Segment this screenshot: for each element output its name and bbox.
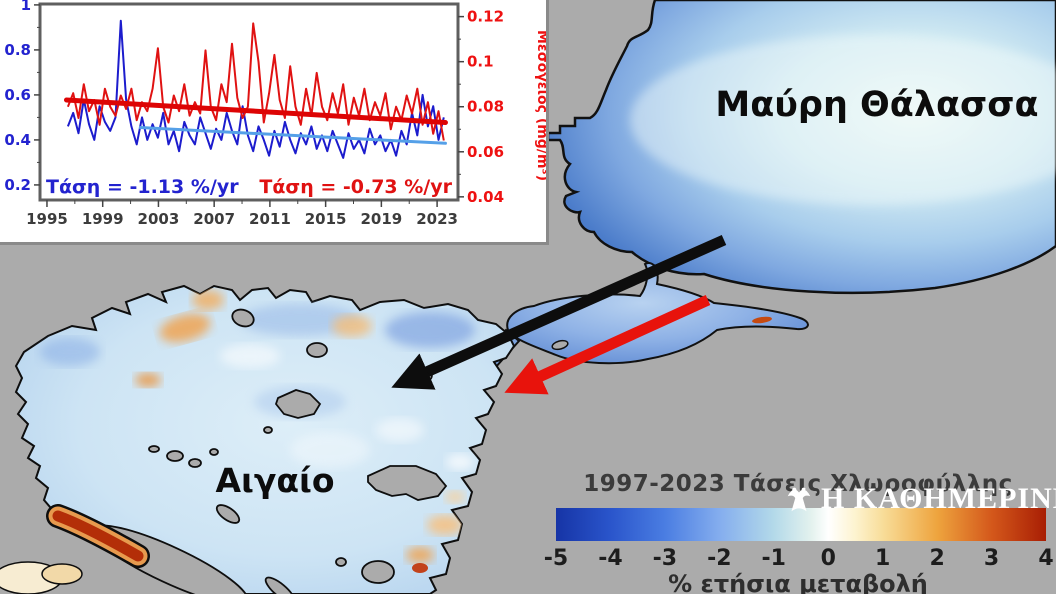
trend-line-blue (138, 126, 447, 145)
colorbar-tick-label: 3 (983, 546, 1000, 571)
right-axis-tick-label: 0.04 (467, 188, 504, 206)
island (551, 339, 569, 351)
inset-chart-panel: 0.2 0.4 0.6 0.8 1 0.04 0.06 0.08 0.1 0.12 1995 1999… (0, 0, 549, 245)
watermark: Η ΚΑΘΗΜΕΡΙΝΗ (784, 482, 1056, 516)
right-axis-tick-label: 0.1 (467, 53, 494, 71)
right-axis-title: Μεσόγειος (mg/m³) (534, 30, 546, 181)
chart-svg: 0.2 0.4 0.6 0.8 1 0.04 0.06 0.08 0.1 0.12 1995 1999… (4, 0, 546, 228)
island (263, 426, 273, 434)
colorbar-tick-label: -2 (707, 546, 732, 571)
x-axis-tick-label: 2019 (360, 210, 402, 228)
island (215, 504, 241, 524)
left-axis-tick-label: 0.2 (4, 176, 31, 194)
island (274, 389, 322, 419)
kathimerini-eagle-icon (787, 487, 811, 512)
x-axis-tick-label: 2007 (193, 210, 235, 228)
colorbar-ticks: -5 -4 -3 -2 -1 0 1 2 3 4 (544, 546, 1054, 572)
island (335, 557, 347, 567)
island (231, 308, 255, 328)
island (361, 560, 395, 584)
black-sea-series-line (66, 19, 445, 159)
island (188, 458, 202, 468)
aegean-label: Αιγαίο (215, 461, 334, 500)
gulf-red-streak (46, 504, 150, 568)
x-axis-tick-label: 2015 (305, 210, 347, 228)
red-flow-arrow (504, 294, 711, 395)
colorbar-gradient (556, 508, 1046, 541)
colorbar-tick-label: -4 (598, 546, 623, 571)
colorbar-tick-label: -3 (652, 546, 678, 571)
island (306, 342, 328, 358)
izmit-gulf-red-patch (752, 316, 772, 324)
island (264, 576, 296, 594)
aegean-trend-patches (40, 290, 475, 573)
watermark-text: Η ΚΑΘΗΜΕΡΙΝΗ (821, 482, 1056, 515)
x-axis-tick-label: 1995 (26, 210, 68, 228)
left-axis-tick-label: 0.8 (4, 41, 31, 59)
x-axis-tick-label: 2023 (416, 210, 458, 228)
black-flow-arrow (391, 234, 727, 390)
island (209, 448, 219, 456)
colorbar-tick-label: 1 (875, 546, 891, 571)
right-axis-tick-label: 0.08 (467, 98, 504, 116)
trend-annotation-red: Τάση = -0.73 %/yr (259, 176, 452, 198)
marmara-region (506, 262, 809, 365)
x-axis-tick-label: 2011 (249, 210, 291, 228)
left-axis-tick-label: 0.4 (4, 131, 31, 149)
trend-line-red (63, 97, 448, 126)
island (166, 450, 184, 462)
right-axis-tick-label: 0.12 (467, 8, 504, 26)
black-sea-label: Μαύρη Θάλασσα (715, 85, 1038, 125)
island-lesbos (367, 465, 448, 501)
colorbar-tick-label: 2 (929, 546, 945, 571)
colorbar-tick-label: 0 (820, 546, 836, 571)
aegean-region (14, 284, 516, 594)
colorbar-tick-label: -5 (543, 546, 569, 571)
mediterranean-series-line (66, 22, 445, 141)
colorbar-tick-label: -1 (761, 546, 786, 571)
island (148, 445, 160, 453)
trend-annotation-blue: Τάση = -1.13 %/yr (46, 176, 239, 198)
x-axis-tick-label: 2003 (138, 210, 180, 228)
x-axis-tick-label: 1999 (82, 210, 124, 228)
colorbar-tick-label: 4 (1038, 546, 1054, 571)
right-axis-tick-label: 0.06 (467, 143, 504, 161)
left-axis-tick-label: 0.6 (4, 86, 31, 104)
black-sea-bright-core (630, 35, 1056, 205)
coastal-pale-patch (41, 563, 83, 585)
left-axis-tick-label: 1 (21, 0, 31, 14)
colorbar-unit-label: % ετήσια μεταβολή (668, 570, 928, 594)
